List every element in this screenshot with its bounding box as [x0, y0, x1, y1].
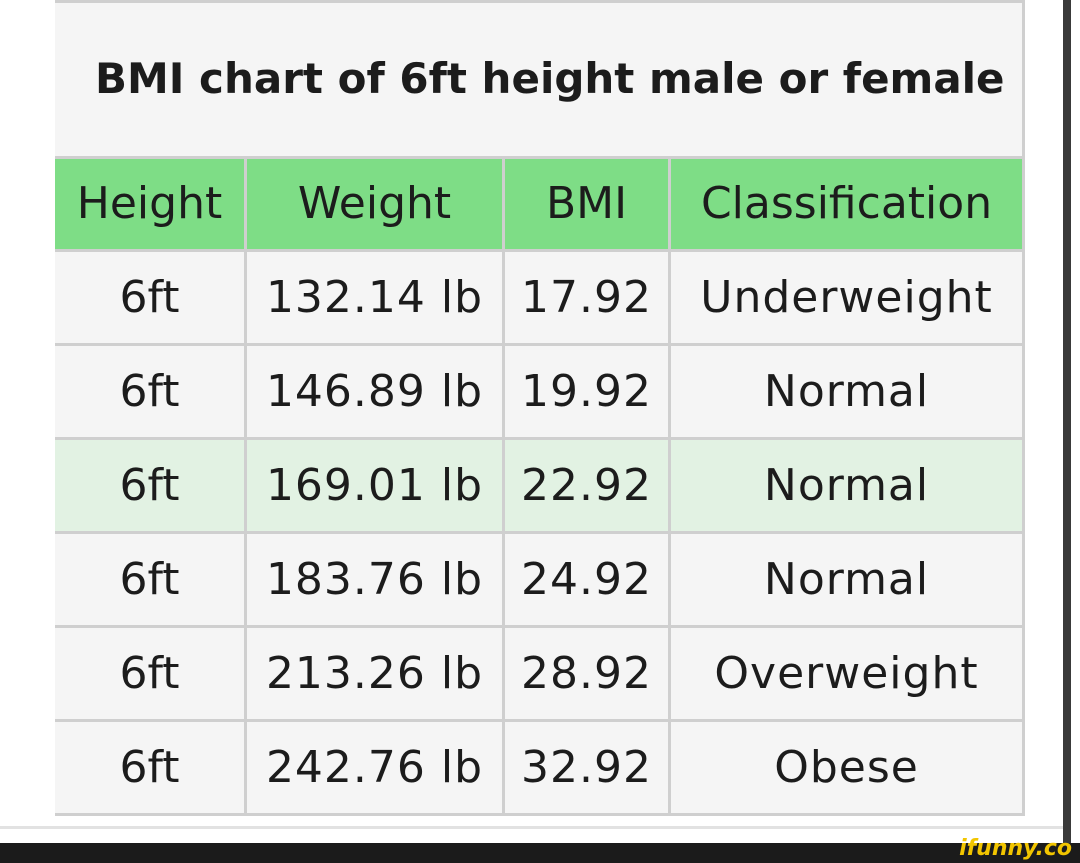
- watermark-bar: [0, 843, 1080, 863]
- caption-row: BMI chart of 6ft height male or female: [55, 3, 1023, 156]
- bmi-table-container: BMI chart of 6ft height male or female H…: [55, 0, 1025, 816]
- table-row-highlighted: 6ft 169.01 lb 22.92 Normal: [55, 440, 1023, 532]
- header-row: Height Weight BMI Classification: [55, 158, 1023, 250]
- watermark-logo: ifunny.co: [959, 836, 1072, 861]
- cell-classification: Normal: [671, 440, 1023, 532]
- cell-bmi: 32.92: [505, 722, 668, 813]
- cell-bmi: 22.92: [505, 440, 668, 532]
- cell-weight: 132.14 lb: [247, 252, 502, 344]
- table-row: 6ft 183.76 lb 24.92 Normal: [55, 534, 1023, 626]
- cell-weight: 169.01 lb: [247, 440, 502, 532]
- cell-classification: Normal: [671, 534, 1023, 626]
- cell-height: 6ft: [55, 346, 244, 438]
- cell-height: 6ft: [55, 440, 244, 532]
- table-row: 6ft 242.76 lb 32.92 Obese: [55, 722, 1023, 813]
- cell-classification: Underweight: [671, 252, 1023, 344]
- cell-height: 6ft: [55, 628, 244, 720]
- cell-bmi: 28.92: [505, 628, 668, 720]
- cell-bmi: 17.92: [505, 252, 668, 344]
- table-row: 6ft 146.89 lb 19.92 Normal: [55, 346, 1023, 438]
- cell-weight: 213.26 lb: [247, 628, 502, 720]
- cell-weight: 183.76 lb: [247, 534, 502, 626]
- divider: [0, 826, 1063, 829]
- cell-classification: Overweight: [671, 628, 1023, 720]
- cell-bmi: 19.92: [505, 346, 668, 438]
- header-bmi: BMI: [505, 158, 668, 250]
- table-row: 6ft 213.26 lb 28.92 Overweight: [55, 628, 1023, 720]
- header-classification: Classification: [671, 158, 1023, 250]
- cell-height: 6ft: [55, 722, 244, 813]
- cell-classification: Normal: [671, 346, 1023, 438]
- header-weight: Weight: [247, 158, 502, 250]
- cell-bmi: 24.92: [505, 534, 668, 626]
- cell-classification: Obese: [671, 722, 1023, 813]
- table-caption: BMI chart of 6ft height male or female: [55, 3, 1023, 156]
- header-height: Height: [55, 158, 244, 250]
- cell-height: 6ft: [55, 534, 244, 626]
- cell-weight: 146.89 lb: [247, 346, 502, 438]
- cell-height: 6ft: [55, 252, 244, 344]
- scrollbar-edge: [1063, 0, 1071, 843]
- bmi-table: BMI chart of 6ft height male or female H…: [52, 0, 1025, 816]
- cell-weight: 242.76 lb: [247, 722, 502, 813]
- table-row: 6ft 132.14 lb 17.92 Underweight: [55, 252, 1023, 344]
